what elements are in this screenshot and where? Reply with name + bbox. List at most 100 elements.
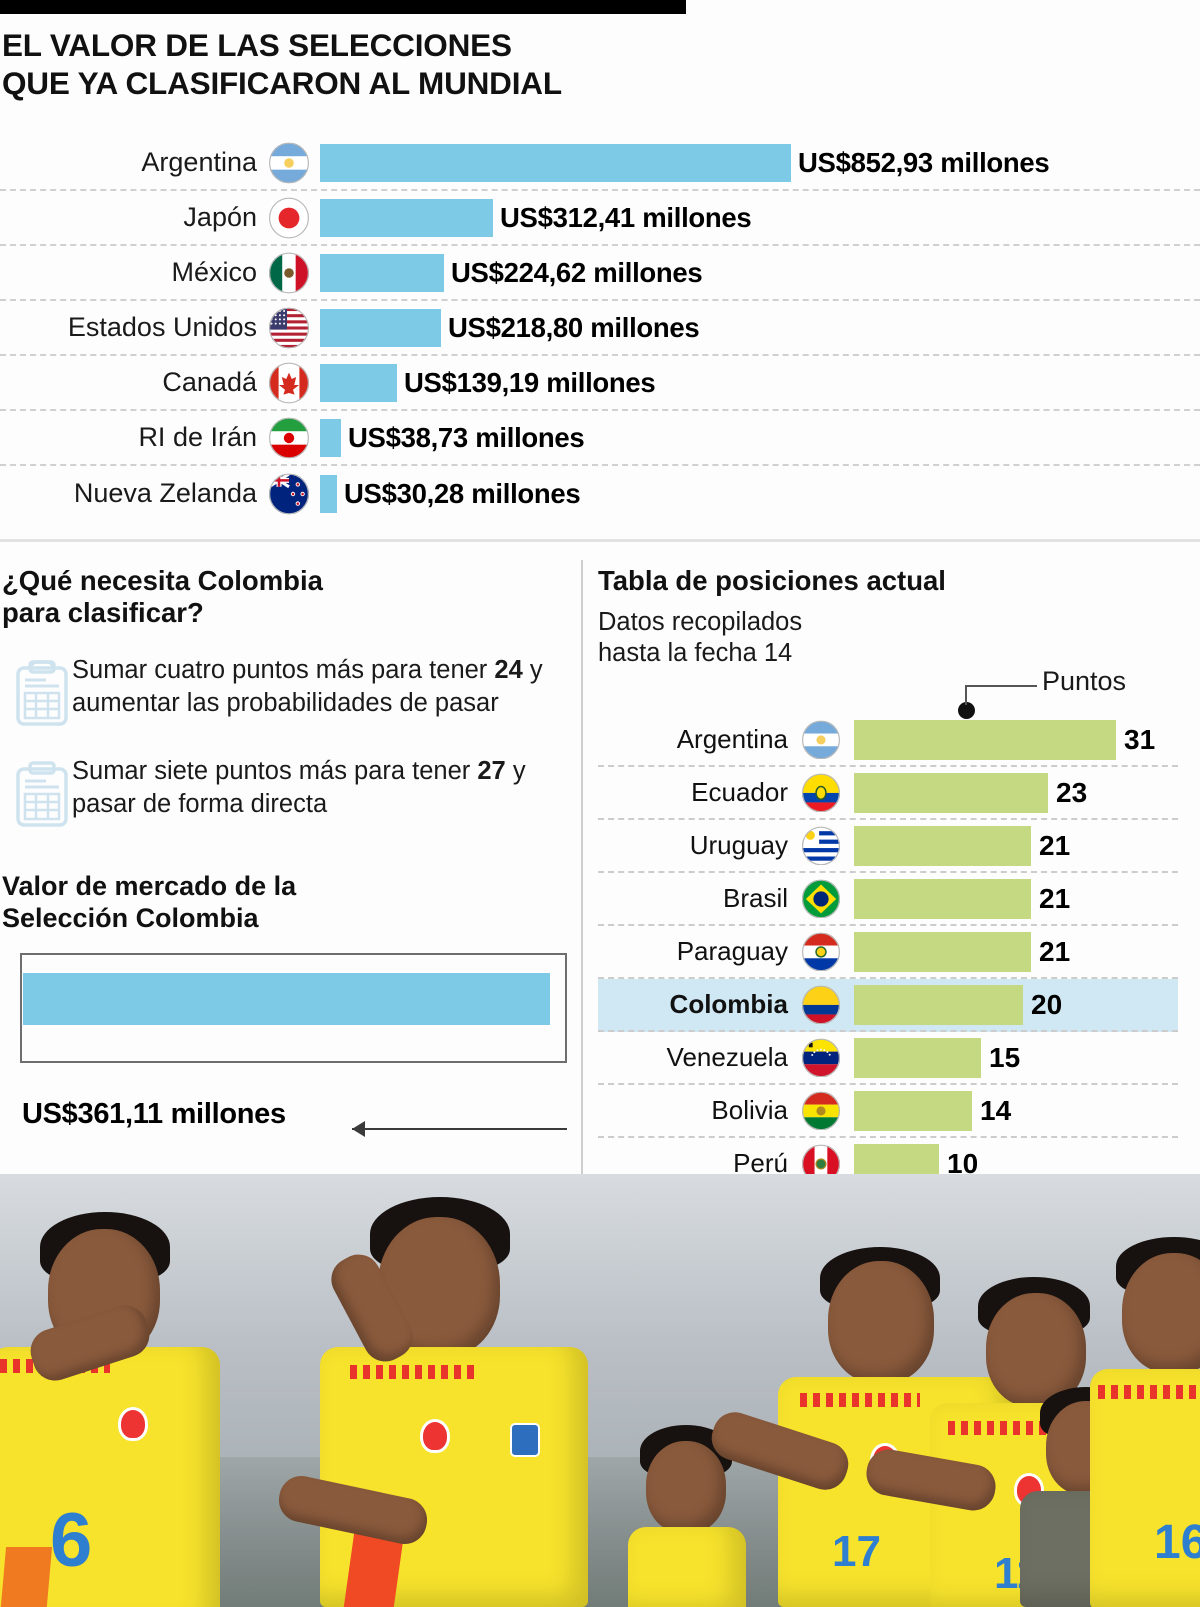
bar-container: US$38,73 millones (312, 418, 1200, 457)
points-value: 15 (989, 1041, 1021, 1073)
team-name: Paraguay (676, 936, 788, 966)
japan-flag-icon (269, 197, 309, 238)
bar-container: 14 (844, 1090, 1178, 1131)
value-bar (320, 308, 441, 347)
standings-row: Paraguay 21 (598, 926, 1178, 979)
value-bar (320, 143, 791, 182)
new-zealand-flag-icon (269, 473, 309, 514)
standings-row: Bolivia 14 (598, 1085, 1178, 1138)
value-bar (320, 253, 444, 292)
value-chart-row: Argentina US$852,93 millones (0, 136, 1200, 191)
value-bar (320, 198, 493, 237)
market-value-box (20, 952, 567, 1063)
top-black-rule (0, 0, 686, 14)
bar-container: 21 (844, 931, 1178, 972)
points-value: 10 (947, 1147, 979, 1179)
points-bar (854, 878, 1031, 919)
points-callout: Puntos (940, 666, 1180, 722)
callout-vertical-line (965, 685, 967, 705)
team-flag (798, 879, 844, 919)
ecuador-flag-icon (802, 773, 840, 812)
country-name: Canadá (162, 367, 257, 397)
value-chart-row: Nueva Zelanda US$30,28 millones (0, 466, 1200, 521)
value-chart-row: Canadá US$139,19 millones (0, 356, 1200, 411)
points-bar (854, 825, 1031, 866)
page-title: EL VALOR DE LAS SELECCIONES QUE YA CLASI… (2, 26, 902, 103)
points-value: 21 (1039, 829, 1071, 861)
team-name: Argentina (676, 724, 788, 754)
points-value: 20 (1031, 988, 1063, 1020)
iran-flag-icon (269, 417, 309, 458)
left-title-line-1: ¿Qué necesita Colombia (2, 565, 323, 596)
market-value-arrow-line (352, 1128, 567, 1130)
value-label: US$38,73 millones (348, 421, 585, 453)
standings-row: Argentina 31 (598, 714, 1178, 767)
callout-dot-icon (958, 702, 975, 719)
team-flag (798, 932, 844, 972)
standings-row: Venezuela 15 (598, 1032, 1178, 1085)
left-title-line-2: para clasificar? (2, 597, 204, 629)
country-name: México (171, 257, 257, 287)
country-flag (266, 417, 312, 459)
points-bar (854, 984, 1023, 1025)
standings-title: Tabla de posiciones actual (598, 565, 946, 596)
standings-subtitle: Datos recopilados hasta la fecha 14 (598, 607, 1168, 669)
team-flag (798, 720, 844, 760)
team-name: Brasil (722, 883, 788, 913)
player-figure (230, 1187, 590, 1607)
team-name: Bolivia (711, 1095, 788, 1125)
points-axis-label: Puntos (1042, 666, 1127, 696)
clipboard-icon (0, 755, 72, 832)
market-value-label: US$361,11 millones (22, 1098, 286, 1130)
uruguay-flag-icon (802, 826, 840, 865)
value-label: US$852,93 millones (798, 146, 1050, 178)
left-panel-title: ¿Qué necesita Colombia para clasificar? (0, 558, 576, 630)
bolivia-flag-icon (802, 1091, 840, 1130)
value-bar (320, 474, 337, 513)
bar-container: US$224,62 millones (312, 253, 1200, 292)
points-bar (854, 772, 1048, 813)
bar-container: US$139,19 millones (312, 363, 1200, 402)
market-value-title: Valor de mercado de la Selección Colombi… (0, 870, 576, 935)
team-flag (798, 1038, 844, 1078)
argentina-flag-icon (269, 142, 309, 183)
points-value: 23 (1056, 776, 1088, 808)
brazil-flag-icon (802, 879, 840, 918)
bar-container: 23 (844, 772, 1178, 813)
bar-container: 21 (844, 878, 1178, 919)
mexico-flag-icon (269, 252, 309, 293)
standings-row: Brasil 21 (598, 873, 1178, 926)
points-bar (854, 931, 1031, 972)
market-value-title-line-2: Selección Colombia (2, 903, 259, 934)
standings-subtitle-line-2: hasta la fecha 14 (598, 639, 793, 668)
value-label: US$312,41 millones (500, 201, 752, 233)
bar-container: US$852,93 millones (312, 143, 1200, 182)
requirement-item: Sumar cuatro puntos más para tener 24 y … (0, 654, 576, 731)
country-flag (266, 473, 312, 515)
requirement-item: Sumar siete puntos más para tener 27 y p… (0, 755, 576, 832)
value-chart-row: RI de Irán US$38,73 millones (0, 411, 1200, 466)
country-flag (266, 142, 312, 184)
value-label: US$139,19 millones (404, 366, 656, 398)
team-flag (798, 826, 844, 866)
standings-row: Uruguay 21 (598, 820, 1178, 873)
value-chart-row: Japón US$312,41 millones (0, 191, 1200, 246)
points-bar (854, 1090, 972, 1131)
section-divider-horizontal (0, 539, 1200, 542)
bar-container: 31 (844, 719, 1178, 760)
bar-container: US$312,41 millones (312, 198, 1200, 237)
paraguay-flag-icon (802, 932, 840, 971)
bar-container: 15 (844, 1037, 1178, 1078)
clipboard-icon (0, 654, 72, 731)
points-value: 14 (980, 1094, 1012, 1126)
value-bar-chart: Argentina US$852,93 millones Japón US$312… (0, 136, 1200, 521)
value-chart-row: Estados Unidos US$218,80 millones (0, 301, 1200, 356)
country-name: RI de Irán (138, 422, 257, 452)
usa-flag-icon (269, 307, 309, 348)
requirement-text: Sumar siete puntos más para tener 27 y p… (72, 755, 576, 832)
team-name: Uruguay (689, 830, 788, 860)
headline-line-2: QUE YA CLASIFICARON AL MUNDIAL (2, 65, 562, 102)
team-celebration-photo: 6 (0, 1174, 1200, 1607)
canada-flag-icon (269, 362, 309, 403)
team-flag (798, 773, 844, 813)
